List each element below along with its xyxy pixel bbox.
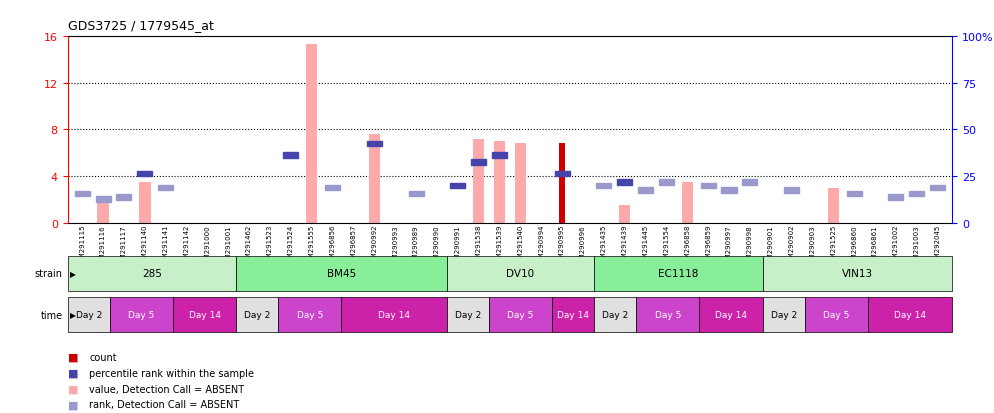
Text: Day 14: Day 14 [189,311,221,319]
Bar [95,197,110,203]
Text: Day 2: Day 2 [245,311,270,319]
Text: rank, Detection Call = ABSENT: rank, Detection Call = ABSENT [89,399,240,409]
Bar [559,144,566,223]
Bar [722,188,737,193]
Bar [471,160,486,166]
Bar [638,188,653,193]
Bar [743,180,757,185]
Text: ▶: ▶ [70,311,76,319]
Bar [596,183,611,189]
Text: value, Detection Call = ABSENT: value, Detection Call = ABSENT [89,384,245,394]
Text: Day 2: Day 2 [76,311,101,319]
Text: Day 5: Day 5 [296,311,323,319]
Text: Day 2: Day 2 [454,311,481,319]
Bar [450,183,465,189]
Bar [682,183,693,223]
Text: ■: ■ [68,368,79,378]
Text: Day 2: Day 2 [602,311,628,319]
Bar [283,153,298,159]
Bar [139,183,150,223]
Bar [492,153,507,159]
Bar [116,195,131,200]
Text: Day 14: Day 14 [557,311,589,319]
Bar [910,191,924,197]
Text: time: time [41,310,63,320]
Bar [617,180,632,185]
Bar [369,135,380,223]
Text: Day 5: Day 5 [655,311,681,319]
Bar [784,188,799,193]
Bar [515,144,526,223]
Text: 285: 285 [142,268,162,279]
Bar [555,171,570,177]
Bar [137,171,152,177]
Text: VIN13: VIN13 [842,268,873,279]
Bar [930,185,945,191]
Bar [325,185,340,191]
Bar [367,141,382,147]
Text: Day 5: Day 5 [507,311,534,319]
Text: ■: ■ [68,384,79,394]
Bar [473,140,484,223]
Text: Day 14: Day 14 [895,311,926,319]
Text: Day 14: Day 14 [715,311,747,319]
Bar [659,180,674,185]
Text: EC1118: EC1118 [658,268,699,279]
Text: Day 2: Day 2 [770,311,797,319]
Bar [97,197,108,223]
Text: percentile rank within the sample: percentile rank within the sample [89,368,254,378]
Bar [409,191,423,197]
Text: count: count [89,352,117,362]
Text: ■: ■ [68,352,79,362]
Bar [494,142,505,223]
Bar [889,195,904,200]
Bar [847,191,862,197]
Text: GDS3725 / 1779545_at: GDS3725 / 1779545_at [68,19,214,31]
Bar [828,188,839,223]
Bar [619,206,630,223]
Text: DV10: DV10 [506,268,535,279]
Text: BM45: BM45 [327,268,356,279]
Text: ■: ■ [68,399,79,409]
Text: strain: strain [35,268,63,279]
Bar [701,183,716,189]
Text: Day 5: Day 5 [823,311,850,319]
Bar [306,45,317,223]
Bar [75,191,89,197]
Text: Day 14: Day 14 [378,311,411,319]
Text: Day 5: Day 5 [128,311,154,319]
Text: ▶: ▶ [70,269,76,278]
Bar [158,185,173,191]
